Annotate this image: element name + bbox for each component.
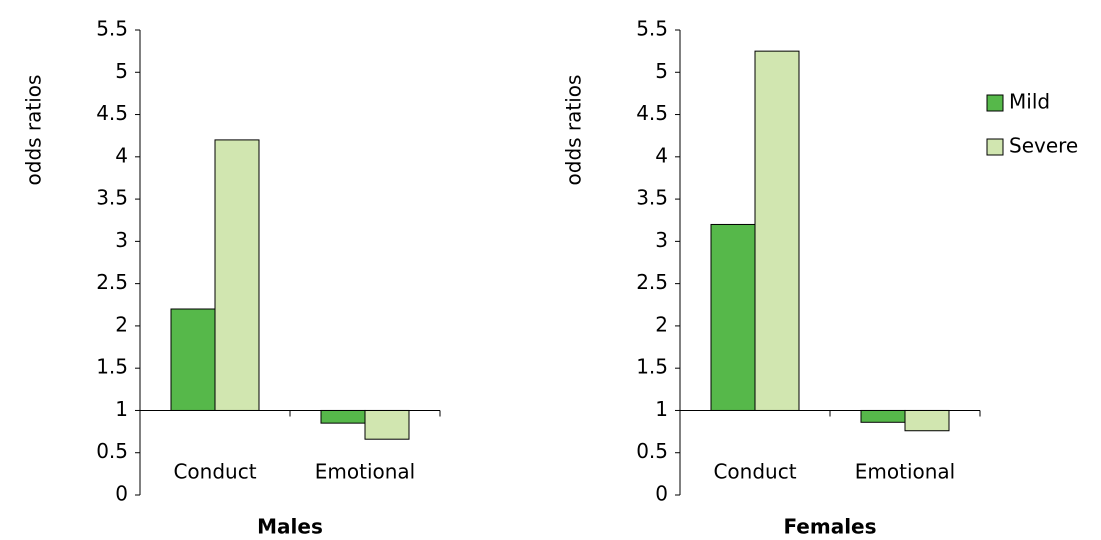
y-tick-label: 4.5 (96, 101, 128, 125)
x-tick-label: Conduct (173, 460, 256, 484)
y-tick-label: 5 (655, 59, 668, 83)
y-tick-label: 1 (655, 397, 668, 421)
y-tick-label: 0 (115, 482, 128, 506)
y-tick-label: 4.5 (636, 101, 668, 125)
x-tick-label: Conduct (713, 460, 796, 484)
legend-label: Mild (1009, 90, 1050, 114)
bar (710, 223, 756, 411)
y-tick-label: 1.5 (636, 355, 668, 379)
y-axis-label: odds ratios (562, 75, 586, 186)
y-axis-label: odds ratios (22, 75, 46, 186)
bar (860, 409, 906, 423)
y-tick-label: 5.5 (96, 17, 128, 41)
legend-swatch (986, 94, 1004, 112)
y-tick-label: 3 (115, 228, 128, 252)
y-tick-label: 3.5 (96, 186, 128, 210)
y-tick-label: 1 (115, 397, 128, 421)
y-tick-label: 3.5 (636, 186, 668, 210)
x-tick-label: Emotional (315, 460, 415, 484)
chart-title: Males (257, 515, 323, 539)
y-tick-label: 5.5 (636, 17, 668, 41)
bar (904, 409, 950, 432)
y-tick-label: 0 (655, 482, 668, 506)
y-tick-label: 2 (115, 312, 128, 336)
bar (364, 409, 410, 440)
y-tick-label: 2 (655, 312, 668, 336)
bar (320, 409, 366, 424)
y-tick-label: 3 (655, 228, 668, 252)
chart-title: Females (783, 515, 876, 539)
bar (214, 139, 260, 411)
bar (170, 308, 216, 411)
legend-label: Severe (1009, 134, 1078, 158)
y-tick-label: 5 (115, 59, 128, 83)
y-tick-label: 2.5 (636, 270, 668, 294)
y-tick-label: 0.5 (636, 439, 668, 463)
legend-swatch (986, 138, 1004, 156)
bar (754, 50, 800, 411)
y-tick-label: 2.5 (96, 270, 128, 294)
x-tick-label: Emotional (855, 460, 955, 484)
y-tick-label: 0.5 (96, 439, 128, 463)
y-tick-label: 4 (115, 143, 128, 167)
y-tick-label: 1.5 (96, 355, 128, 379)
y-tick-label: 4 (655, 143, 668, 167)
